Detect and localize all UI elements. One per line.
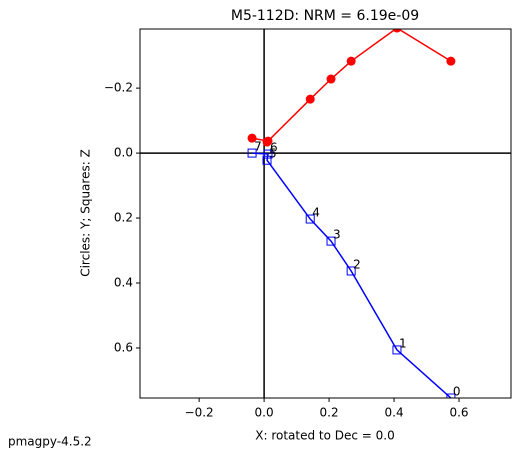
y-tick-label: −0.2 xyxy=(104,81,133,95)
axes-frame xyxy=(139,28,512,399)
point-label: 0 xyxy=(453,385,461,399)
y-tick-label: 0.0 xyxy=(114,146,133,160)
series-line xyxy=(252,152,452,398)
y-point xyxy=(346,56,356,66)
point-label: 4 xyxy=(312,206,320,220)
point-label: 1 xyxy=(399,336,407,350)
z-point xyxy=(247,148,257,158)
footer: pmagpy-4.5.2 xyxy=(8,435,92,449)
point-label: 2 xyxy=(353,257,361,271)
y-point xyxy=(392,29,402,33)
y-tick-label: 0.2 xyxy=(114,211,133,225)
y-point xyxy=(247,133,257,143)
point-label: 7 xyxy=(254,140,262,154)
z-point xyxy=(305,214,315,224)
z-point xyxy=(262,155,272,165)
point-label: 5 xyxy=(269,147,277,161)
y-point xyxy=(305,94,315,104)
plot-area: 0 1 2 34 567 xyxy=(140,29,511,399)
x-tick-label: 0.2 xyxy=(320,406,339,420)
x-tick-label: 0.6 xyxy=(449,406,468,420)
z-point xyxy=(446,393,456,398)
y-point xyxy=(446,56,456,66)
z-point xyxy=(346,266,356,276)
y-point xyxy=(326,74,336,84)
z-point xyxy=(263,149,273,159)
x-tick-label: 0.4 xyxy=(385,406,404,420)
y-tick-label: 0.4 xyxy=(114,276,133,290)
z-point xyxy=(392,345,402,355)
chart-title: M5-112D: NRM = 6.19e-09 xyxy=(231,8,419,24)
y-point xyxy=(263,136,273,146)
y-axis-label: Circles: Y; Squares: Z xyxy=(79,149,93,277)
series-line xyxy=(251,29,452,143)
point-label: 3 xyxy=(333,228,341,242)
x-tick-label: −0.2 xyxy=(185,406,214,420)
x-tick-label: 0.0 xyxy=(255,406,274,420)
x-axis-label: X: rotated to Dec = 0.0 xyxy=(255,429,395,443)
y-tick-label: 0.6 xyxy=(114,340,133,354)
z-point xyxy=(326,236,336,246)
point-label: 6 xyxy=(270,141,278,155)
